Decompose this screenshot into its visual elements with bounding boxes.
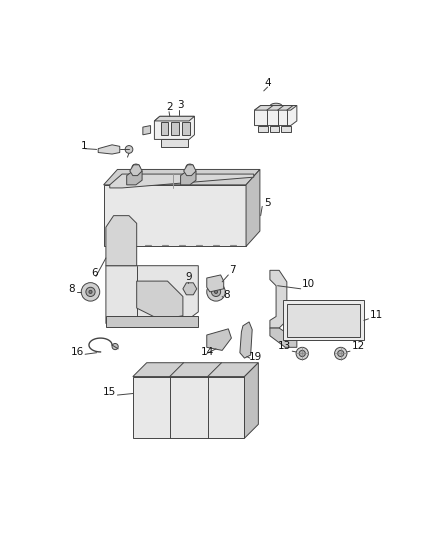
Text: 8: 8 <box>224 290 230 300</box>
Ellipse shape <box>186 285 194 293</box>
Ellipse shape <box>81 282 100 301</box>
Ellipse shape <box>207 282 225 301</box>
Polygon shape <box>155 116 194 140</box>
Polygon shape <box>143 126 151 135</box>
Bar <box>287 304 360 336</box>
Text: 6: 6 <box>91 268 98 278</box>
Polygon shape <box>106 265 198 324</box>
Polygon shape <box>270 328 297 348</box>
Bar <box>171 123 179 135</box>
Ellipse shape <box>86 287 95 296</box>
Bar <box>161 123 168 135</box>
Polygon shape <box>133 377 244 438</box>
Text: 14: 14 <box>201 347 214 357</box>
Polygon shape <box>133 363 258 377</box>
Polygon shape <box>270 270 287 328</box>
Polygon shape <box>103 169 260 185</box>
Bar <box>270 126 279 132</box>
Ellipse shape <box>89 290 92 294</box>
Ellipse shape <box>112 227 131 251</box>
Text: 9: 9 <box>185 271 192 281</box>
Text: 15: 15 <box>102 387 116 397</box>
Polygon shape <box>98 145 120 154</box>
Polygon shape <box>244 363 258 438</box>
Polygon shape <box>106 216 137 265</box>
Ellipse shape <box>212 287 221 296</box>
Polygon shape <box>103 185 246 246</box>
Ellipse shape <box>270 103 282 109</box>
Polygon shape <box>137 281 183 320</box>
Ellipse shape <box>299 350 305 357</box>
Polygon shape <box>246 169 260 246</box>
Text: 7: 7 <box>229 265 236 276</box>
Text: 3: 3 <box>177 100 184 110</box>
Text: 19: 19 <box>248 352 261 361</box>
Bar <box>106 316 198 327</box>
Polygon shape <box>207 275 224 292</box>
Bar <box>182 123 190 135</box>
Ellipse shape <box>125 146 133 154</box>
Text: 5: 5 <box>264 198 270 208</box>
Ellipse shape <box>355 331 361 337</box>
Polygon shape <box>240 322 252 358</box>
Ellipse shape <box>286 331 292 337</box>
Ellipse shape <box>296 348 308 360</box>
Polygon shape <box>254 106 297 110</box>
Ellipse shape <box>186 164 194 170</box>
Polygon shape <box>110 174 254 188</box>
Text: 13: 13 <box>277 341 291 351</box>
Text: 1: 1 <box>81 141 87 151</box>
Text: 2: 2 <box>166 102 173 112</box>
Bar <box>282 126 291 132</box>
Text: 10: 10 <box>302 279 315 289</box>
Polygon shape <box>184 165 196 175</box>
Text: 11: 11 <box>370 310 383 320</box>
Ellipse shape <box>215 290 218 294</box>
Bar <box>258 126 268 132</box>
Ellipse shape <box>112 343 118 350</box>
Text: 4: 4 <box>265 77 271 87</box>
Polygon shape <box>127 171 142 185</box>
Polygon shape <box>155 116 194 121</box>
Text: 16: 16 <box>71 347 84 357</box>
Ellipse shape <box>286 303 292 310</box>
Ellipse shape <box>132 164 140 170</box>
Polygon shape <box>183 283 197 295</box>
Polygon shape <box>254 106 297 126</box>
Ellipse shape <box>335 348 347 360</box>
Text: 12: 12 <box>352 341 365 351</box>
Polygon shape <box>207 329 231 350</box>
Polygon shape <box>180 171 196 185</box>
Text: 8: 8 <box>68 284 75 294</box>
Bar <box>161 140 187 147</box>
Ellipse shape <box>355 303 361 310</box>
Polygon shape <box>283 301 364 341</box>
Polygon shape <box>130 165 142 175</box>
Ellipse shape <box>338 350 344 357</box>
